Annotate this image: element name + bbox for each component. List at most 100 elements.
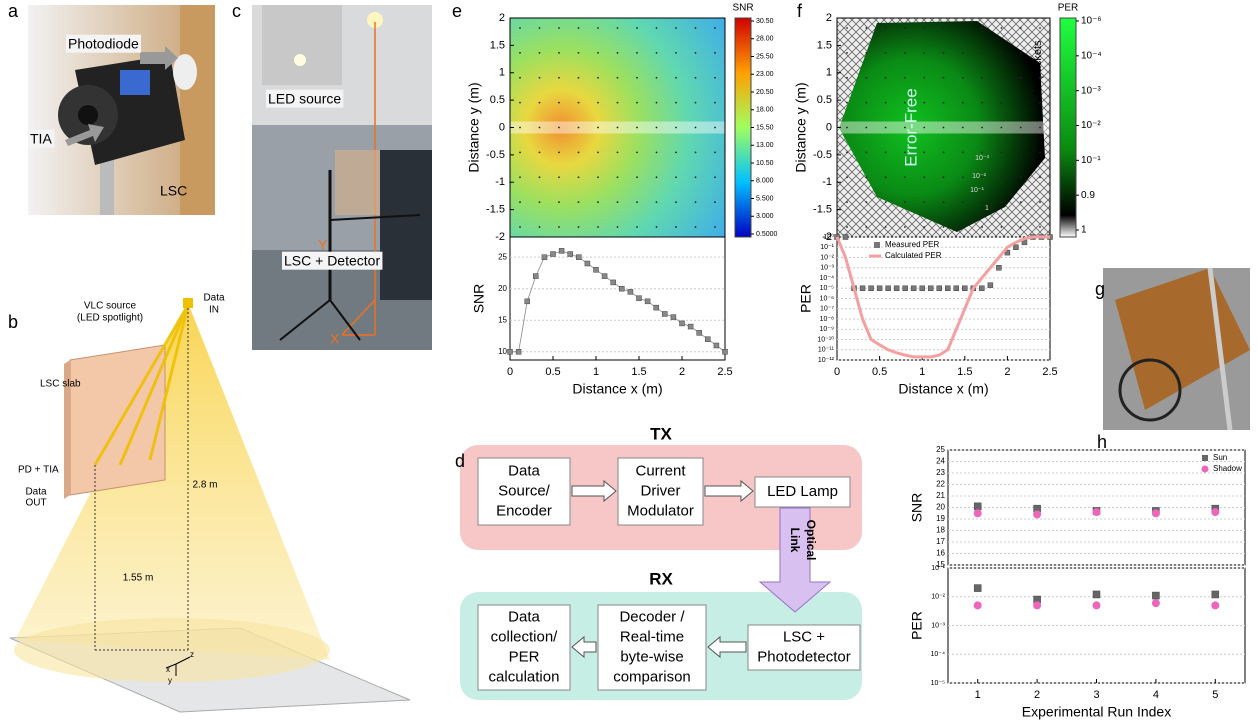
- marker: [637, 296, 642, 301]
- grid-dot: [962, 77, 964, 79]
- y-tick-label: 25: [936, 445, 945, 454]
- grid-dot: [597, 127, 599, 129]
- grid-dot: [1039, 102, 1041, 104]
- grid-dot: [865, 201, 867, 203]
- grid-dot: [904, 201, 906, 203]
- legend-label: Calculated PER: [885, 251, 942, 260]
- diagram-label: Data: [25, 487, 47, 498]
- colorbar-label: 10.50: [756, 160, 774, 167]
- grid-dot: [617, 27, 619, 29]
- y-tick-label: -0.5: [813, 149, 832, 161]
- axis-title: Distance x (m): [898, 381, 988, 397]
- grid-dot: [1039, 52, 1041, 54]
- colorbar-label: 18.00: [756, 107, 774, 114]
- diagram-label: LSC slab: [40, 379, 81, 390]
- diagram-label: IN: [209, 305, 219, 316]
- node-label: Encoder: [496, 502, 552, 519]
- colorbar: [735, 18, 751, 237]
- grid-dot: [617, 52, 619, 54]
- grid-dot: [617, 226, 619, 228]
- legend-swatch: [1202, 466, 1209, 473]
- colorbar-label: 10⁻²: [1081, 120, 1101, 131]
- y-tick-label: 10⁻⁸: [820, 316, 834, 323]
- marker: [516, 349, 521, 354]
- x-tick-label: 0: [507, 366, 513, 378]
- grid-dot: [675, 52, 677, 54]
- marker: [1093, 508, 1101, 516]
- y-tick-label: 10⁻⁵: [820, 285, 834, 292]
- marker: [1093, 601, 1101, 609]
- y-tick-label: 24: [936, 457, 945, 466]
- grid-dot: [1020, 102, 1022, 104]
- marker: [962, 286, 967, 291]
- y-tick-label: -1: [495, 176, 505, 188]
- grid-dot: [558, 52, 560, 54]
- y-tick-label: 0: [499, 121, 505, 133]
- grid-dot: [1001, 127, 1003, 129]
- grid-dot: [636, 151, 638, 153]
- grid-dot: [539, 52, 541, 54]
- diagram-label: PD + TIA: [18, 465, 59, 476]
- y-tick-label: 17: [936, 537, 945, 546]
- y-tick-label: 10⁻⁶: [820, 295, 834, 302]
- grid-dot: [539, 151, 541, 153]
- marker: [576, 255, 581, 260]
- grid-dot: [1020, 52, 1022, 54]
- photo-label: LED source: [268, 91, 341, 107]
- colorbar-label: 23.00: [756, 71, 774, 78]
- grid-dot: [578, 27, 580, 29]
- grid-dot: [1039, 27, 1041, 29]
- colorbar-title: SNR: [732, 3, 753, 14]
- y-tick-label: 10⁻⁷: [820, 306, 834, 313]
- grid-dot: [597, 226, 599, 228]
- colorbar-label: 10⁻⁶: [1081, 16, 1102, 27]
- x-tick-label: 1: [975, 689, 981, 701]
- grid-dot: [904, 151, 906, 153]
- panel-label: g: [1095, 279, 1105, 299]
- grid-dot: [636, 77, 638, 79]
- y-tick-label: 1.5: [817, 39, 832, 51]
- marker: [723, 349, 728, 354]
- grid-dot: [519, 176, 521, 178]
- grid-dot: [617, 151, 619, 153]
- grid-dot: [846, 52, 848, 54]
- marker: [1033, 601, 1041, 609]
- grid-dot: [695, 52, 697, 54]
- grid-dot: [846, 226, 848, 228]
- y-tick-label: 23: [936, 468, 945, 477]
- page: abcdefghPhotodiodeTIALSCLED sourceLSC + …: [0, 0, 1257, 725]
- grid-dot: [962, 27, 964, 29]
- y-tick-label: -1: [822, 176, 832, 188]
- y-tick-label: 10⁻¹²: [818, 357, 835, 364]
- marker: [996, 265, 1001, 270]
- marker: [974, 601, 982, 609]
- grid-dot: [695, 151, 697, 153]
- marker: [974, 585, 981, 592]
- grid-dot: [656, 127, 658, 129]
- grid-dot: [675, 102, 677, 104]
- node-label: Source/: [498, 482, 551, 499]
- grid-dot: [885, 176, 887, 178]
- grid-dot: [1020, 176, 1022, 178]
- axis-title: Experimental Run Index: [1022, 704, 1171, 720]
- diagram-b: [10, 298, 410, 712]
- grid-dot: [695, 201, 697, 203]
- marker: [559, 248, 564, 253]
- grid-dot: [943, 52, 945, 54]
- grid-dot: [943, 127, 945, 129]
- contour-label: 10⁻³: [975, 155, 989, 162]
- diagram-title: TX: [650, 424, 672, 443]
- y-tick-label: 10⁻¹: [820, 244, 834, 251]
- grid-dot: [923, 27, 925, 29]
- grid-dot: [656, 176, 658, 178]
- colorbar-label: 8.000: [756, 178, 774, 185]
- x-tick-label: 1: [919, 366, 925, 378]
- grid-dot: [558, 176, 560, 178]
- x-tick-label: 0.5: [545, 366, 560, 378]
- axis-title: SNR: [471, 284, 487, 314]
- colorbar-label: 20.50: [756, 89, 774, 96]
- marker: [594, 267, 599, 272]
- grid-dot: [846, 77, 848, 79]
- grid-dot: [1039, 151, 1041, 153]
- grid-dot: [539, 77, 541, 79]
